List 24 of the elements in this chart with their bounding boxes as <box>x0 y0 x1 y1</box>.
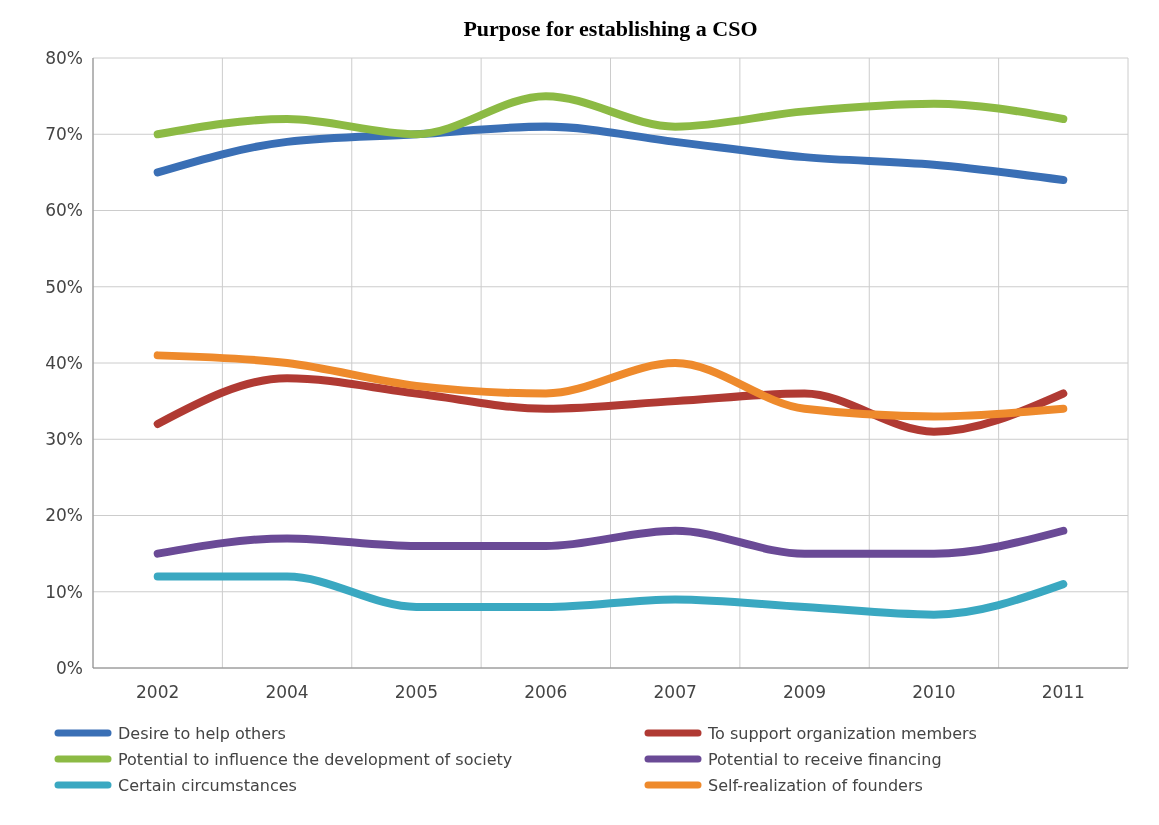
x-tick-label: 2004 <box>265 682 309 702</box>
x-tick-label: 2006 <box>524 682 568 702</box>
x-tick-label: 2009 <box>782 682 827 702</box>
y-tick-label: 0% <box>56 657 83 678</box>
legend-label: Self-realization of founders <box>708 775 923 795</box>
y-tick-label: 70% <box>45 124 83 145</box>
legend-label: To support organization members <box>707 723 977 743</box>
y-tick-label: 10% <box>45 581 83 602</box>
y-tick-label: 20% <box>45 505 83 526</box>
legend-label: Desire to help others <box>118 723 286 743</box>
legend-label: Potential to influence the development of society <box>118 749 513 769</box>
y-tick-label: 40% <box>45 352 83 373</box>
x-tick-label: 2011 <box>1041 682 1085 702</box>
chart-title: Purpose for establishing a CSO <box>463 16 758 41</box>
x-tick-label: 2005 <box>394 682 439 702</box>
y-tick-label: 30% <box>45 429 83 450</box>
y-tick-label: 60% <box>45 200 83 221</box>
legend-label: Potential to receive financing <box>708 749 942 769</box>
x-tick-label: 2002 <box>136 682 180 702</box>
legend-label: Certain circumstances <box>118 775 297 795</box>
x-tick-label: 2010 <box>912 682 956 702</box>
x-tick-label: 2007 <box>653 682 697 702</box>
y-tick-label: 50% <box>45 276 83 297</box>
y-tick-label: 80% <box>45 47 83 68</box>
